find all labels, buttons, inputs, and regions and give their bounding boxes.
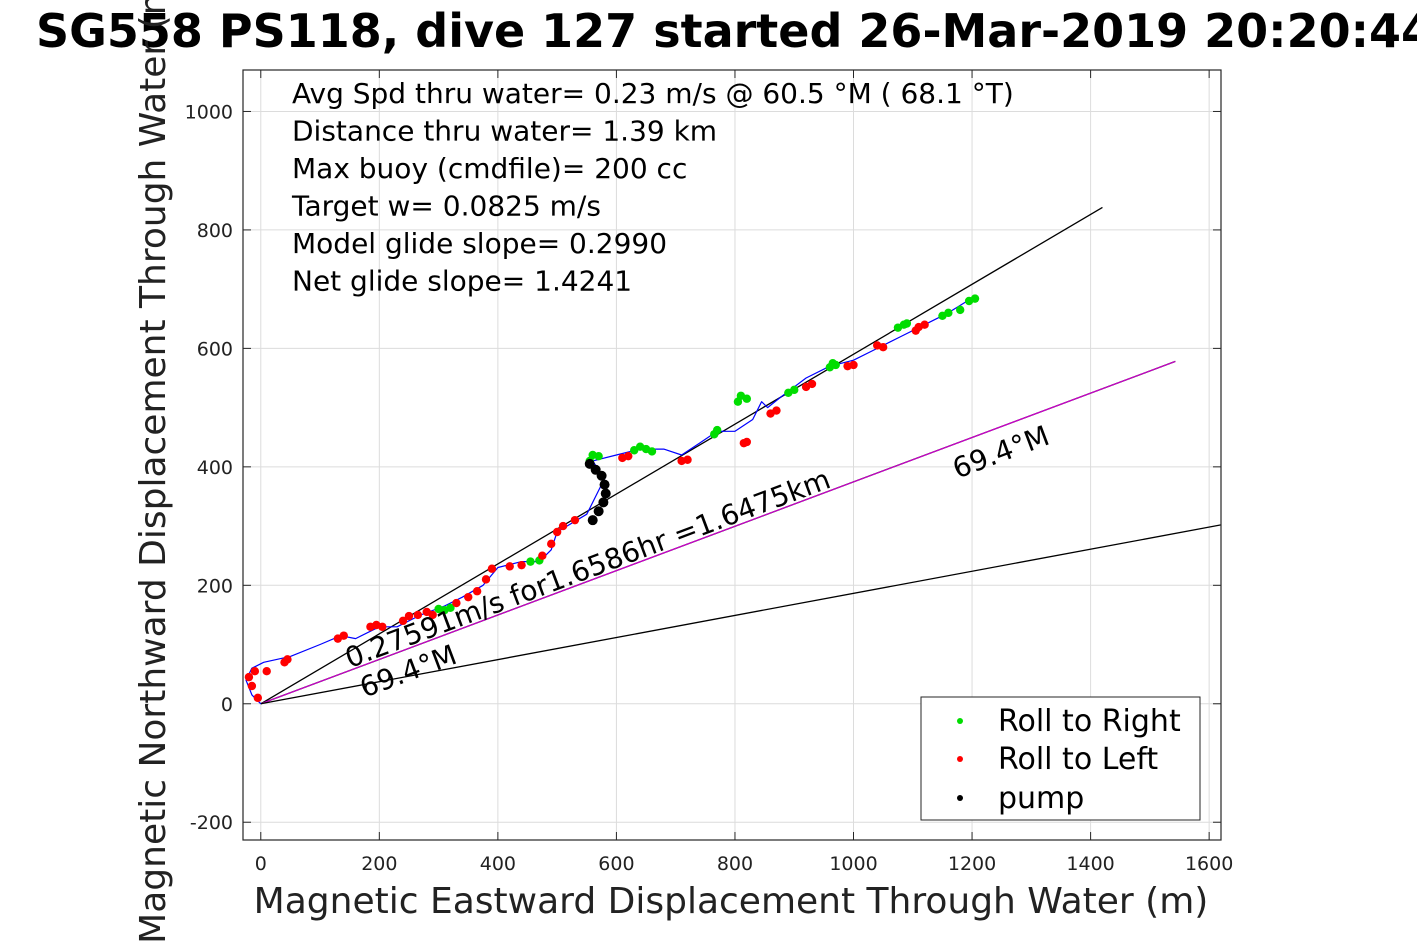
roll-left-marker (538, 551, 547, 560)
x-axis-label: Magnetic Eastward Displacement Through W… (254, 881, 1209, 922)
x-tick-label: 600 (598, 853, 634, 875)
pump-marker (596, 470, 607, 481)
roll-left-marker (253, 693, 263, 703)
x-tick-label: 1200 (948, 853, 996, 875)
roll-left-marker (552, 527, 562, 537)
roll-left-marker (404, 611, 414, 621)
roll-left-marker (413, 610, 423, 620)
pump-marker (598, 497, 609, 508)
chart-title: SG558 PS118, dive 127 started 26-Mar-201… (36, 4, 1417, 58)
legend-label: pump (998, 781, 1084, 816)
roll-right-marker (790, 385, 799, 395)
roll-left-marker (262, 666, 271, 676)
legend-label: Roll to Left (998, 742, 1158, 777)
y-tick-label: 0 (221, 694, 233, 716)
stat-line: Max buoy (cmdfile)= 200 cc (292, 152, 687, 185)
stats-block: Avg Spd thru water= 0.23 m/s @ 60.5 °M (… (291, 77, 1014, 298)
roll-right-marker (647, 447, 657, 456)
roll-left-marker (742, 437, 752, 447)
line-heading-magenta (260, 360, 1176, 705)
pump-marker (600, 488, 611, 499)
y-tick-label: 400 (197, 457, 233, 479)
roll-left-marker (920, 320, 929, 329)
x-tick-label: 800 (717, 853, 753, 875)
roll-left-marker (807, 379, 817, 389)
roll-left-marker (772, 406, 781, 415)
y-tick-label: 600 (197, 338, 233, 360)
pump-marker (587, 515, 598, 526)
x-tick-label: 1000 (829, 853, 877, 875)
roll-left-marker (481, 575, 491, 584)
x-tick-label: 1400 (1066, 853, 1114, 875)
x-tick-label: 200 (361, 853, 397, 875)
roll-left-marker (378, 622, 387, 631)
annotations: 0.27591m/s for1.6586hr =1.6475km69.4°M69… (341, 419, 1054, 704)
roll-left-marker (472, 587, 482, 596)
y-tick-label: -200 (190, 812, 233, 834)
axis-ticks: 0 200 400 600 800 1000 1200 1400 1600 -200 0 200 400… (185, 70, 1233, 875)
y-tick-label: 800 (197, 220, 233, 242)
roll-left-marker (547, 539, 556, 549)
stat-line: Avg Spd thru water= 0.23 m/s @ 60.5 °M (… (292, 77, 1014, 110)
stat-line: Distance thru water= 1.39 km (292, 115, 717, 148)
roll-right-marker (956, 305, 965, 315)
roll-left-marker (624, 451, 633, 461)
roll-right-marker (526, 557, 535, 566)
roll-left-marker (517, 560, 526, 570)
roll-right-marker (902, 319, 912, 328)
roll-right-marker (594, 451, 603, 461)
roll-right-marker (831, 360, 840, 370)
roll-left-marker (878, 343, 888, 352)
roll-right-marker (742, 394, 752, 403)
x-tick-label: 1600 (1185, 853, 1233, 875)
stat-line: Net glide slope= 1.4241 (292, 265, 632, 298)
roll-right-marker (944, 308, 953, 318)
roll-left-marker (428, 610, 437, 620)
roll-left-marker (487, 564, 497, 573)
roll-left-marker (247, 681, 257, 691)
roll-left-marker (283, 655, 292, 664)
plot-frame (242, 69, 1222, 841)
legend-marker (957, 718, 963, 724)
annotation-label: 69.4°M (948, 419, 1054, 485)
x-tick-label: 0 (255, 853, 267, 875)
legend-box (920, 696, 1201, 821)
roll-left-marker (250, 666, 260, 676)
roll-left-marker (244, 672, 254, 682)
y-axis-label: Magnetic Northward Displacement Through … (133, 0, 174, 944)
pump-marker (599, 479, 610, 490)
roll-left-marker (849, 360, 858, 370)
pump-marker (593, 506, 604, 517)
legend-marker (957, 756, 963, 762)
roll-right-marker (446, 603, 455, 613)
y-tick-label: 1000 (185, 101, 233, 123)
stat-line: Target w= 0.0825 m/s (291, 190, 601, 223)
line-current (260, 524, 1221, 705)
roll-right-marker (712, 425, 722, 435)
roll-left-marker (339, 631, 348, 640)
roll-left-marker (464, 592, 473, 602)
legend-marker (957, 795, 963, 801)
roll-right-marker (970, 294, 980, 303)
roll-left-marker (558, 521, 568, 531)
legend-label: Roll to Right (998, 704, 1181, 739)
roll-left-marker (398, 616, 408, 626)
track-markers (244, 294, 980, 703)
y-tick-label: 200 (197, 575, 233, 597)
x-tick-label: 400 (480, 853, 516, 875)
grid (243, 70, 1221, 840)
roll-left-marker (505, 562, 514, 571)
roll-left-marker (570, 515, 580, 525)
roll-left-marker (683, 455, 692, 464)
stat-line: Model glide slope= 0.2990 (292, 227, 667, 260)
roll-left-marker (452, 598, 461, 608)
